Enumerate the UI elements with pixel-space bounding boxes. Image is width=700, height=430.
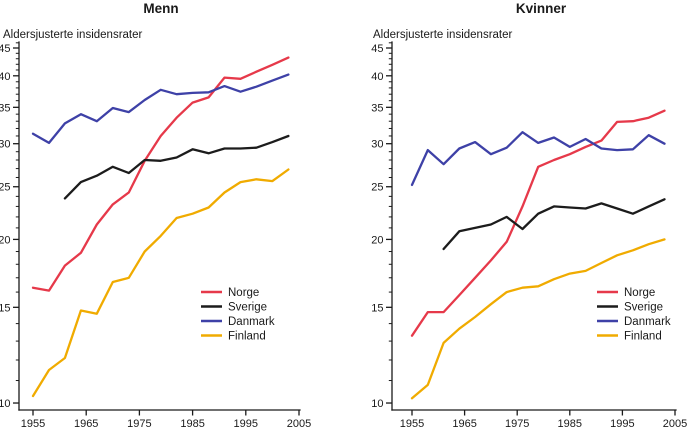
legend-label: Norge [228,287,259,299]
legend-item-finland: Finland [597,331,662,343]
series-line-sverige [442,198,666,251]
y-tick-label: 45 [0,43,11,55]
legend-label: Finland [624,331,662,343]
kvinner-series [410,109,666,400]
legend-item-sverige: Sverige [597,302,663,314]
legend-label: Finland [228,331,266,343]
series-line-finland [410,238,666,400]
x-tick-label: 1955 [21,418,45,430]
y-tick-label: 40 [371,71,383,83]
x-tick-label: 1955 [400,418,424,430]
x-tick-label: 2005 [287,418,311,430]
chart-menn: 45 40 35 30 25 20 15 10 1955 1965 1975 1985 1995 2005… [0,1,311,430]
legend-label: Sverige [228,302,267,314]
kvinner-axes [391,41,677,411]
series-line-danmark [410,131,666,187]
x-tick-label: 1975 [127,418,151,430]
menn-axes [18,41,301,411]
y-tick-label: 15 [0,302,11,314]
legend-item-norge: Norge [597,287,655,299]
kvinner-y-axis-ticks: 45 40 35 30 25 20 15 10 [371,42,392,410]
chart-ylabel-kvinner: Aldersjusterte insidensrater [373,29,513,41]
series-line-norge [410,109,666,337]
legend-label: Sverige [624,302,663,314]
kvinner-plot-svg: 45 40 35 30 25 20 15 10 1955 1965 1975 1985 1995 2005… [371,41,687,430]
y-tick-label: 10 [0,398,11,410]
menn-x-axis-ticks: 1955 1965 1975 1985 1995 2005 [21,410,311,430]
x-tick-label: 1985 [180,418,204,430]
legend-item-finland: Finland [201,331,266,343]
series-line-norge [31,56,290,292]
menn-legend: Norge Sverige Danmark Finland [201,287,275,343]
legend-item-danmark: Danmark [201,316,275,328]
kvinner-x-axis-ticks: 1955 1965 1975 1985 1995 2005 [400,410,687,430]
y-tick-label: 30 [0,139,11,151]
chart-kvinner: 45 40 35 30 25 20 15 10 1955 1965 1975 1985 1995 2005… [350,0,700,430]
y-tick-label: 35 [0,102,11,114]
x-tick-label: 1965 [452,418,476,430]
y-tick-label: 35 [371,102,383,114]
x-tick-label: 2005 [663,418,687,430]
x-tick-label: 1985 [558,418,582,430]
legend-item-sverige: Sverige [201,302,267,314]
chart-ylabel-menn: Aldersjusterte insidensrater [3,29,143,41]
y-tick-label: 40 [0,71,11,83]
y-tick-label: 30 [371,139,383,151]
chart-title-kvinner: Kvinner [515,1,567,16]
y-tick-label: 15 [371,302,383,314]
menn-y-axis-ticks: 45 40 35 30 25 20 15 10 [0,42,19,410]
y-tick-label: 25 [0,182,11,194]
y-tick-label: 25 [371,182,383,194]
series-line-danmark [31,73,290,145]
x-tick-label: 1995 [234,418,258,430]
chart-title-menn: Menn [143,1,179,16]
y-tick-label: 20 [0,234,11,246]
legend-label: Danmark [624,316,671,328]
legend-label: Norge [624,287,655,299]
kvinner-legend: Norge Sverige Danmark Finland [597,287,671,343]
x-tick-label: 1975 [505,418,529,430]
menn-series [31,56,290,398]
menn-plot-svg: 45 40 35 30 25 20 15 10 1955 1965 1975 1985 1995 2005… [0,41,311,430]
x-tick-label: 1995 [610,418,634,430]
legend-item-norge: Norge [201,287,259,299]
y-tick-label: 10 [371,398,383,410]
series-line-finland [31,168,290,398]
y-tick-label: 45 [371,43,383,55]
series-line-sverige [63,134,290,200]
y-tick-label: 20 [371,234,383,246]
legend-item-danmark: Danmark [597,316,671,328]
legend-label: Danmark [228,316,275,328]
x-tick-label: 1965 [74,418,98,430]
